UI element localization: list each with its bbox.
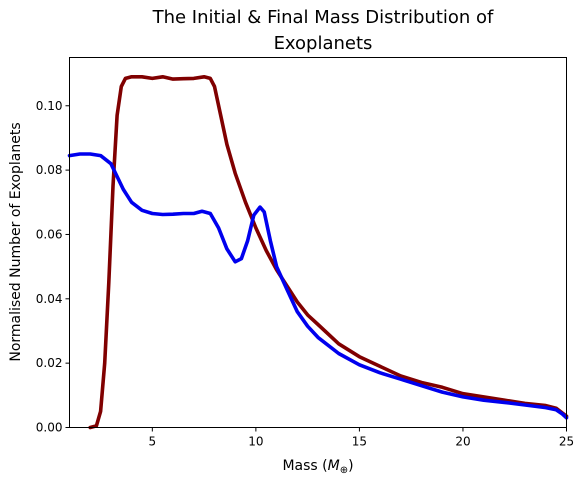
y-axis-label: Normalised Number of Exoplanets bbox=[8, 122, 24, 361]
y-tick-label: 0.06 bbox=[36, 227, 63, 241]
x-axis-label-symbol: M bbox=[328, 458, 340, 474]
chart-title-line-1: The Initial & Final Mass Distribution of bbox=[152, 7, 494, 28]
y-tick-label: 0.10 bbox=[36, 99, 63, 113]
final-mass-series-line bbox=[88, 75, 569, 430]
x-axis-label: Mass (M⊕) bbox=[282, 458, 353, 476]
x-tick-label: 15 bbox=[352, 435, 367, 449]
x-axis-label-subscript: ⊕ bbox=[340, 465, 348, 476]
chart-title-line-2: Exoplanets bbox=[274, 33, 373, 54]
y-tick-label: 0.04 bbox=[36, 292, 63, 306]
x-axis-label-close: ) bbox=[348, 458, 353, 474]
plot-frame bbox=[69, 57, 567, 428]
y-tick-label: 0.00 bbox=[36, 421, 63, 435]
x-tick-label: 20 bbox=[455, 435, 470, 449]
series-layer bbox=[67, 75, 569, 430]
x-tick-label: 10 bbox=[248, 435, 263, 449]
x-tick-label: 5 bbox=[149, 435, 157, 449]
x-axis-label-main: Mass ( bbox=[282, 458, 327, 474]
tick-layer: 5 10 15 20 25 0.00 0.02 0.04 0.06 0.08 0.10 bbox=[36, 99, 574, 449]
y-tick-label: 0.08 bbox=[36, 163, 63, 177]
initial-mass-series-line bbox=[67, 152, 569, 420]
x-tick-label: 25 bbox=[559, 435, 574, 449]
y-tick-label: 0.02 bbox=[36, 356, 63, 370]
